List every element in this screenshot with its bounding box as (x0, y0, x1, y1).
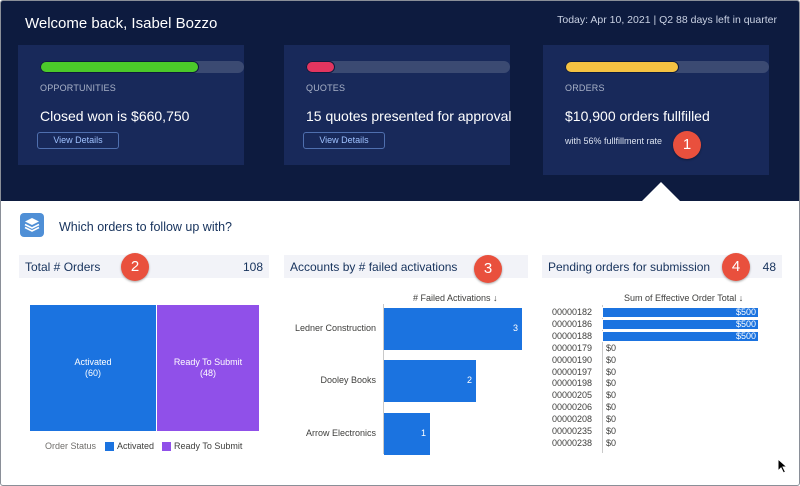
pending-order-id-label: 00000182 (552, 307, 593, 317)
quotes-headline: 15 quotes presented for approval (306, 108, 512, 124)
failed-activations-value-label: 2 (466, 375, 472, 385)
orders-card[interactable]: ORDERS $10,900 orders fullfilled with 56… (543, 45, 769, 175)
quotes-progress-fill (306, 61, 335, 73)
opportunities-progress-fill (40, 61, 200, 73)
layers-icon (20, 213, 44, 237)
failed-activations-category-label: Ledner Construction (294, 323, 376, 333)
failed-activations-header: Accounts by # failed activations (284, 255, 528, 278)
total-orders-count: 108 (242, 260, 263, 274)
orders-kicker: ORDERS (565, 83, 605, 93)
pending-orders-axis-title: Sum of Effective Order Total ↓ (624, 293, 744, 303)
pending-orders-axis (602, 305, 603, 453)
legend-label-activated: Activated (117, 441, 155, 451)
opportunities-headline: Closed won is $660,750 (40, 108, 190, 124)
legend-swatch-ready (162, 442, 171, 451)
treemap-tile-ready-value: (48) (199, 368, 216, 378)
treemap-tile-ready-label: Ready To Submit (173, 357, 243, 367)
opportunities-view-details-button[interactable]: View Details (37, 132, 119, 149)
opportunities-kicker: OPPORTUNITIES (40, 83, 116, 93)
total-orders-title: Total # Orders (25, 260, 101, 274)
pending-order-value-label: $0 (606, 342, 617, 353)
callout-badge-2: 2 (121, 253, 149, 281)
opportunities-progress-track (40, 61, 244, 73)
pending-order-value-label: $0 (606, 390, 617, 401)
pending-order-bar[interactable] (602, 318, 759, 330)
pending-order-id-label: 00000206 (552, 402, 593, 413)
treemap-tile-activated-value: (60) (84, 368, 101, 378)
mouse-pointer-icon (777, 457, 789, 479)
failed-activations-axis (383, 304, 384, 454)
pending-order-id-label: 00000188 (552, 330, 593, 341)
pending-order-value-label: $0 (606, 437, 617, 448)
failed-activations-value-label: 3 (512, 323, 518, 333)
pending-order-value-label: $0 (606, 426, 617, 436)
failed-activations-category-label: Arrow Electronics (305, 428, 376, 438)
failed-activations-title: Accounts by # failed activations (290, 260, 458, 274)
pending-orders-count: 48 (762, 260, 776, 274)
quotes-view-details-button[interactable]: View Details (303, 132, 385, 149)
callout-badge-4: 4 (722, 253, 750, 281)
pending-order-bar[interactable] (602, 307, 759, 318)
treemap-tile-ready-to-submit[interactable]: Ready To Submit (48) (157, 305, 259, 431)
pending-order-id-label: 00000205 (552, 390, 593, 401)
failed-activations-bar[interactable] (384, 413, 430, 455)
pending-order-id-label: 00000186 (552, 318, 593, 329)
treemap-tile-activated[interactable]: Activated (60) (30, 305, 156, 431)
pending-order-value-label: $0 (606, 414, 617, 425)
today-text: Today: Apr 10, 2021 | Q2 88 days left in… (557, 14, 777, 26)
quotes-kicker: QUOTES (306, 83, 346, 93)
pending-order-value-label: $0 (606, 378, 617, 389)
opportunities-card: OPPORTUNITIES Closed won is $660,750 Vie… (18, 45, 244, 165)
selected-card-pointer (642, 182, 680, 201)
treemap-tile-activated-label: Activated (74, 357, 112, 367)
pending-order-value-label: $0 (606, 366, 617, 377)
failed-activations-category-label: Dooley Books (320, 375, 376, 385)
section-question: Which orders to follow up with? (59, 220, 232, 234)
pending-order-id-label: 00000238 (552, 437, 593, 448)
orders-headline: $10,900 orders fullfilled (565, 108, 710, 124)
header-band: Welcome back, Isabel Bozzo Today: Apr 10… (1, 1, 799, 201)
legend-label-ready: Ready To Submit (174, 441, 243, 451)
pending-order-id-label: 00000198 (552, 378, 593, 389)
failed-activations-bar[interactable] (384, 308, 522, 350)
pending-order-value-label: $500 (735, 318, 756, 329)
pending-order-id-label: 00000190 (552, 354, 593, 365)
pending-orders-header: Pending orders for submission 48 (542, 255, 782, 278)
pending-orders-title: Pending orders for submission (548, 260, 711, 274)
legend-title: Order Status (45, 441, 97, 451)
pending-order-id-label: 00000197 (552, 366, 593, 377)
pending-order-value-label: $0 (606, 402, 617, 413)
legend-swatch-activated (105, 442, 114, 451)
pending-order-value-label: $0 (606, 354, 617, 365)
pending-order-id-label: 00000179 (552, 342, 593, 353)
orders-progress-fill (565, 61, 680, 73)
callout-badge-1: 1 (673, 131, 701, 159)
quotes-card: QUOTES 15 quotes presented for approval … (284, 45, 512, 165)
orders-progress-track (565, 61, 769, 73)
quotes-progress-track (306, 61, 510, 73)
pending-order-value-label: $500 (735, 330, 756, 341)
orders-subtext: with 56% fullfillment rate (565, 136, 663, 146)
failed-activations-value-label: 1 (420, 428, 426, 438)
callout-badge-3: 3 (474, 255, 502, 283)
pending-order-value-label: $500 (735, 307, 756, 317)
pending-order-id-label: 00000208 (552, 414, 593, 425)
pending-order-id-label: 00000235 (552, 426, 593, 436)
failed-activations-axis-title: # Failed Activations ↓ (413, 293, 498, 303)
pending-order-bar[interactable] (602, 330, 759, 342)
welcome-text: Welcome back, Isabel Bozzo (25, 15, 218, 32)
failed-activations-bar[interactable] (384, 360, 476, 402)
